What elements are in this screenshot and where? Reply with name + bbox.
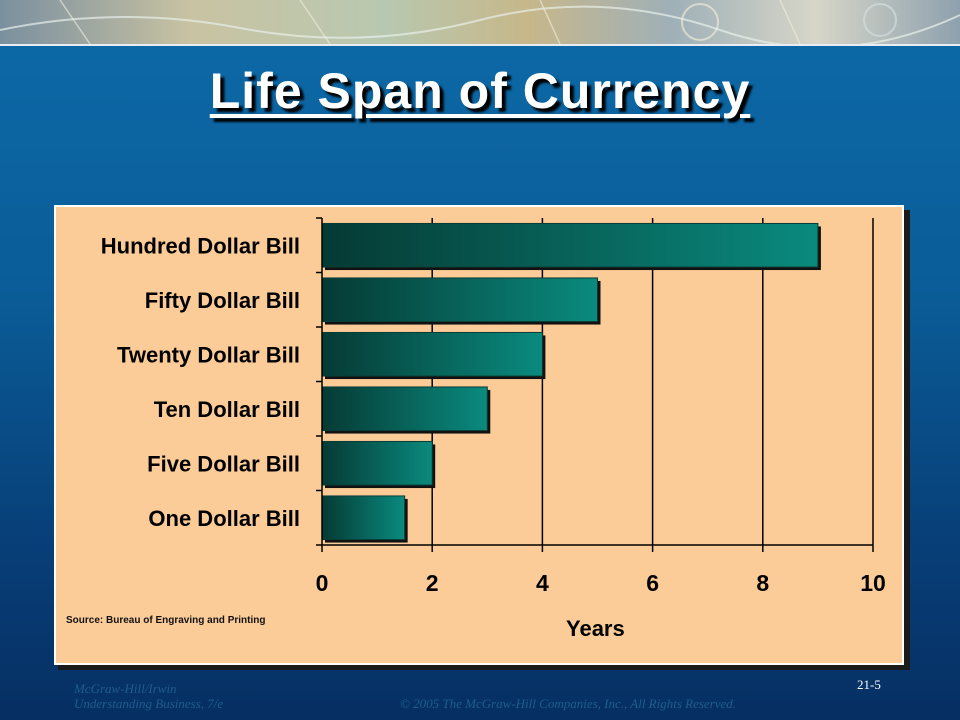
- footer-copyright: © 2005 The McGraw-Hill Companies, Inc., …: [400, 696, 737, 711]
- slide-title: Life Span of Currency: [209, 63, 751, 119]
- category-label: One Dollar Bill: [148, 506, 300, 531]
- bar: [321, 331, 543, 377]
- slide-number: 21-5: [857, 677, 881, 692]
- bar: [321, 386, 488, 432]
- footer-book: Understanding Business, 7/e: [74, 696, 224, 711]
- x-tick-label: 4: [536, 570, 549, 596]
- decorative-banner: [0, 0, 960, 44]
- x-tick-label: 2: [426, 570, 439, 596]
- bar: [321, 277, 598, 323]
- footer-publisher-block: McGraw-Hill/Irwin Understanding Business…: [74, 681, 223, 711]
- chart-source: Source: Bureau of Engraving and Printing: [66, 615, 266, 626]
- category-label: Fifty Dollar Bill: [145, 288, 300, 313]
- banner-divider: [0, 44, 960, 46]
- x-tick-label: 0: [316, 570, 329, 596]
- category-label: Hundred Dollar Bill: [101, 233, 300, 258]
- bar: [321, 440, 433, 486]
- footer-publisher: McGraw-Hill/Irwin: [74, 681, 177, 696]
- x-axis-title: Years: [566, 616, 625, 641]
- category-label: Ten Dollar Bill: [154, 397, 300, 422]
- x-tick-label: 8: [756, 570, 769, 596]
- category-label: Twenty Dollar Bill: [117, 342, 300, 367]
- category-label: Five Dollar Bill: [147, 451, 300, 476]
- banner-artwork: [0, 0, 960, 44]
- x-tick-label: 6: [646, 570, 659, 596]
- bar: [321, 495, 406, 541]
- bar: [321, 222, 819, 268]
- x-tick-label: 10: [860, 570, 886, 596]
